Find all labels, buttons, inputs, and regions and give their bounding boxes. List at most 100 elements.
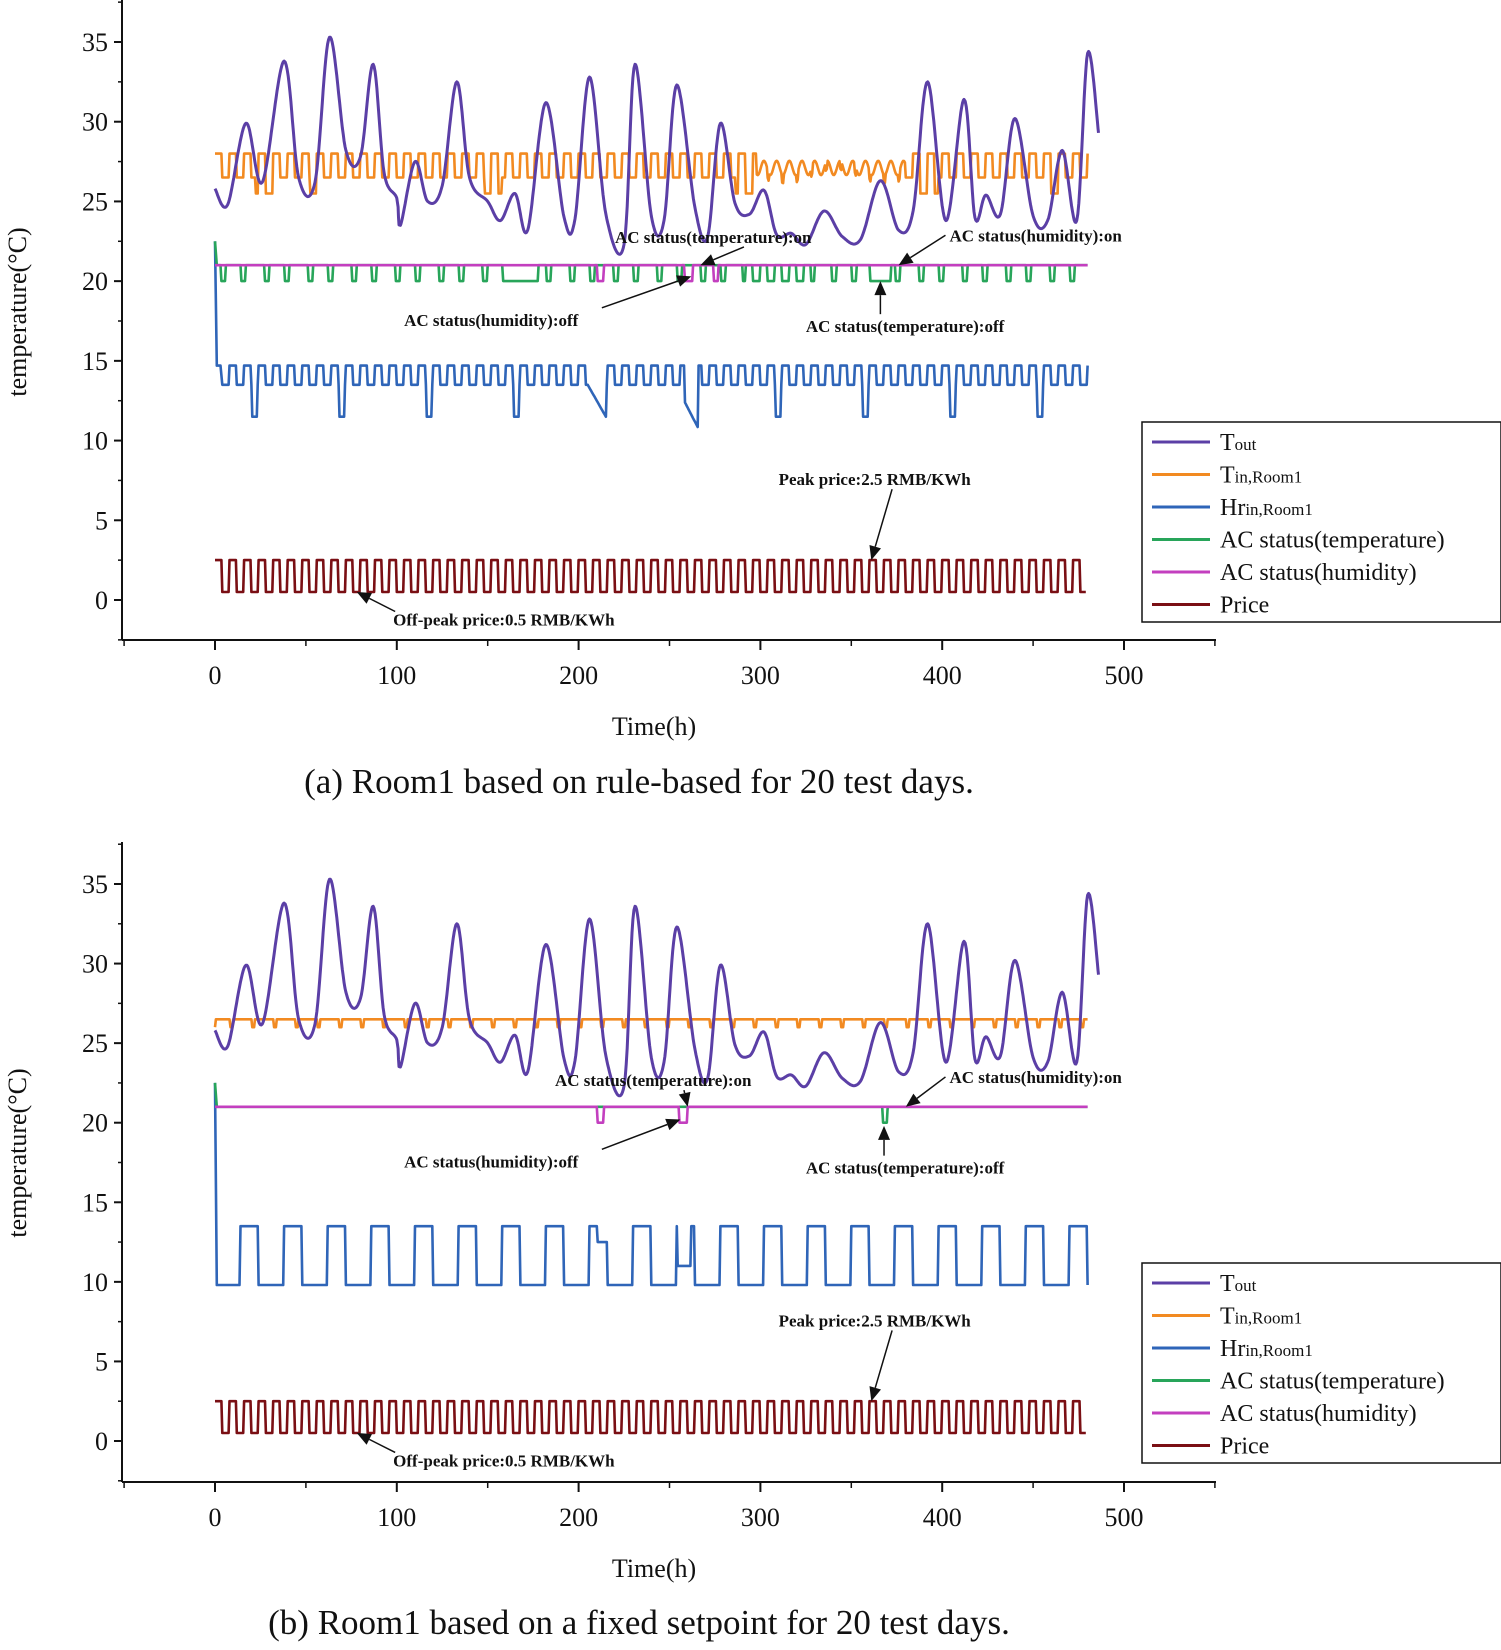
annotation-arrow-line — [713, 246, 745, 261]
x-axis-label: Time(h) — [612, 712, 696, 741]
y-tick-label: 10 — [82, 427, 108, 456]
annotation-arrow-head — [700, 254, 716, 266]
legend-entry-hr: Hrin,Room1 — [1220, 1336, 1313, 1362]
legend-entry-tin: Tin,Room1 — [1220, 1304, 1302, 1330]
legend-entry-sub: in,Room1 — [1235, 468, 1303, 487]
y-tick-label: 5 — [95, 1347, 108, 1376]
y-tick-label: 5 — [95, 506, 108, 535]
chart-a: 0 5 10 15 20 25 30 35 0 100 200 300 400 500 Time(h) tem… — [3, 0, 1501, 801]
annotation-label: Off-peak price:0.5 RMB/KWh — [393, 1451, 615, 1470]
annotation-label: AC status(humidity):on — [949, 226, 1122, 245]
x-tick-label: 100 — [377, 661, 416, 690]
annotation-arrow-head — [878, 1125, 891, 1140]
legend-entry-hr: Hrin,Room1 — [1220, 495, 1313, 521]
annotation-arrow-head — [676, 275, 692, 287]
annotation-arrow-line — [916, 1076, 946, 1099]
annotation-label: AC status(humidity):off — [404, 311, 579, 330]
annotation-label: Peak price:2.5 RMB/KWh — [779, 470, 972, 489]
x-tick-label: 0 — [209, 1503, 222, 1532]
annotation-arrow-head — [869, 545, 881, 561]
annotation-arrow-line — [909, 234, 946, 259]
y-tick-label: 20 — [82, 267, 108, 296]
x-tick-label: 500 — [1105, 661, 1144, 690]
legend-entry-main: T — [1220, 463, 1235, 489]
annotation-arrow-line — [874, 1330, 893, 1388]
y-tick-label: 20 — [82, 1109, 108, 1138]
annotation-arrow-line — [368, 1438, 396, 1454]
legend-entry-main: Hr — [1220, 1336, 1245, 1362]
legend-entry-tout: Tout — [1220, 430, 1257, 456]
legend-entry-sub: in,Room1 — [1245, 500, 1313, 519]
annotation-arrow-head — [665, 1118, 681, 1131]
legend-entry-main: AC status(temperature) — [1220, 528, 1445, 554]
annotation-arrow-line — [601, 280, 679, 309]
chart-b: 0 5 10 15 20 25 30 35 0 100 200 300 400 500 Time(h) tem… — [3, 842, 1501, 1642]
legend-entry-main: T — [1220, 430, 1235, 456]
x-tick-label: 200 — [559, 1503, 598, 1532]
legend-entry-main: T — [1220, 1271, 1235, 1297]
annotation-arrow-line — [601, 1123, 668, 1150]
figure-caption: (a) Room1 based on rule-based for 20 tes… — [304, 762, 974, 801]
legend-entry-main: AC status(humidity) — [1220, 1401, 1417, 1427]
y-tick-label: 30 — [82, 108, 108, 137]
y-tick-label: 35 — [82, 28, 108, 57]
annotation-label: Peak price:2.5 RMB/KWh — [779, 1311, 972, 1330]
figure-caption: (b) Room1 based on a fixed setpoint for … — [268, 1603, 1010, 1642]
y-axis-label: temperature(°C) — [3, 227, 32, 396]
legend-box — [1141, 421, 1501, 623]
legend-entry-price: Price — [1220, 1434, 1269, 1460]
legend-entry-sub: out — [1235, 435, 1257, 454]
annotation-arrow-head — [869, 1386, 882, 1402]
series-price-line — [214, 1399, 1087, 1435]
annotation-arrow-line — [368, 597, 396, 613]
x-tick-label: 300 — [741, 1503, 780, 1532]
series-tout-line — [213, 877, 1100, 1098]
x-tick-label: 100 — [377, 1503, 416, 1532]
legend-entry-sub: in,Room1 — [1235, 1309, 1303, 1328]
y-tick-label: 15 — [82, 347, 108, 376]
y-tick-label: 25 — [82, 1029, 108, 1058]
series-tin-line — [213, 1018, 1088, 1029]
series-tout-line — [213, 35, 1100, 256]
x-tick-label: 300 — [741, 661, 780, 690]
annotation-label: AC status(temperature):off — [806, 317, 1005, 336]
annotation-label: AC status(temperature):off — [806, 1159, 1005, 1178]
legend-entry-main: T — [1220, 1304, 1235, 1330]
legend-entry-actemp: AC status(temperature) — [1220, 1369, 1445, 1395]
annotation-arrow-head — [356, 1433, 373, 1445]
legend-entry-main: AC status(temperature) — [1220, 1369, 1445, 1395]
y-tick-label: 30 — [82, 950, 108, 979]
legend-entry-price: Price — [1220, 593, 1269, 619]
y-tick-label: 35 — [82, 870, 108, 899]
x-tick-label: 0 — [209, 661, 222, 690]
x-tick-label: 400 — [923, 1503, 962, 1532]
y-tick-label: 25 — [82, 187, 108, 216]
annotation-arrow-head — [874, 281, 887, 296]
legend-entry-achum: AC status(humidity) — [1220, 1401, 1417, 1427]
annotation-arrow-line — [874, 489, 893, 547]
legend-entry-main: AC status(humidity) — [1220, 560, 1417, 586]
y-tick-label: 10 — [82, 1268, 108, 1297]
legend-entry-main: Hr — [1220, 495, 1245, 521]
legend-entry-sub: out — [1235, 1276, 1257, 1295]
series-ac-humidity-line — [214, 1105, 1088, 1124]
y-tick-label: 0 — [95, 1427, 108, 1456]
legend-entry-tout: Tout — [1220, 1271, 1257, 1297]
legend-entry-main: Price — [1220, 1434, 1269, 1460]
x-tick-label: 400 — [923, 661, 962, 690]
annotation-label: AC status(temperature):on — [555, 1071, 752, 1090]
annotation-label: AC status(humidity):off — [404, 1152, 579, 1171]
series-hr-line — [213, 1082, 1089, 1287]
legend-entry-actemp: AC status(temperature) — [1220, 528, 1445, 554]
legend-entry-achum: AC status(humidity) — [1220, 560, 1417, 586]
series-ac-humidity-line — [214, 263, 1088, 283]
y-axis-label: temperature(°C) — [3, 1068, 32, 1237]
annotation-arrow-line — [683, 1089, 686, 1094]
y-tick-label: 0 — [95, 586, 108, 615]
annotation-label: AC status(temperature):on — [615, 228, 812, 247]
x-axis-label: Time(h) — [612, 1554, 696, 1583]
series-hr-line — [213, 241, 1089, 429]
annotation-arrow-head — [905, 1093, 921, 1107]
annotation-label: AC status(humidity):on — [949, 1068, 1122, 1087]
